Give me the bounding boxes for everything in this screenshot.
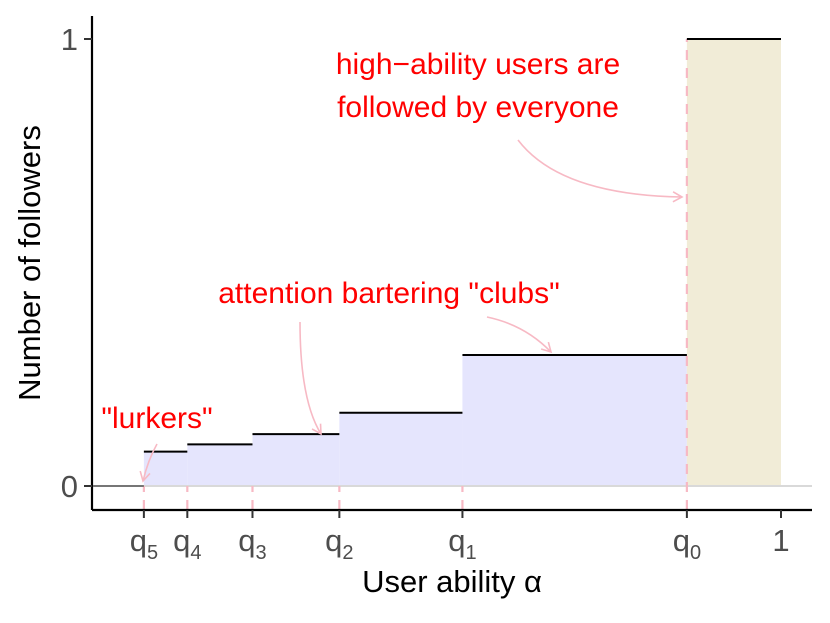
x-tick-label-2: q3 <box>238 523 266 564</box>
x-ticks: q5 q4 q3 q2 q1 q0 1 <box>130 510 790 564</box>
annotation-arrow-2 <box>299 321 322 436</box>
dashed-markers <box>142 39 688 510</box>
annotation-high-line-1: high−ability users are <box>336 48 620 81</box>
step-fill-2 <box>187 444 253 486</box>
annotation-high-line-2: followed by everyone <box>337 91 619 124</box>
annotation-arrow-1 <box>486 316 553 354</box>
x-tick-label-1: q4 <box>173 523 201 564</box>
x-axis-title: User ability α <box>362 564 542 599</box>
annotation-arrow-0 <box>517 139 684 203</box>
annotation-clubs: attention bartering "clubs" <box>218 277 560 310</box>
step-fill-6 <box>686 39 781 486</box>
annotation-arrow-3 <box>139 443 158 483</box>
step-fill-5 <box>462 355 687 486</box>
step-fill-4 <box>339 412 463 486</box>
annotation-arrows <box>139 139 684 483</box>
y-axis-title: Number of followers <box>12 125 47 401</box>
annotation-lurkers: "lurkers" <box>101 402 212 435</box>
x-tick-label-6: 1 <box>772 523 789 558</box>
axes <box>90 16 812 512</box>
y-tick-label-0: 0 <box>61 469 78 504</box>
x-tick-label-5: q0 <box>673 523 701 564</box>
step-fills <box>143 39 781 486</box>
step-lines <box>93 38 781 487</box>
x-tick-label-3: q2 <box>325 523 353 564</box>
y-tick-label-1: 1 <box>61 22 78 57</box>
y-ticks: 01 <box>61 22 92 504</box>
x-tick-label-0: q5 <box>130 523 158 564</box>
step-fill-3 <box>252 434 340 486</box>
x-tick-label-4: q1 <box>448 523 476 564</box>
